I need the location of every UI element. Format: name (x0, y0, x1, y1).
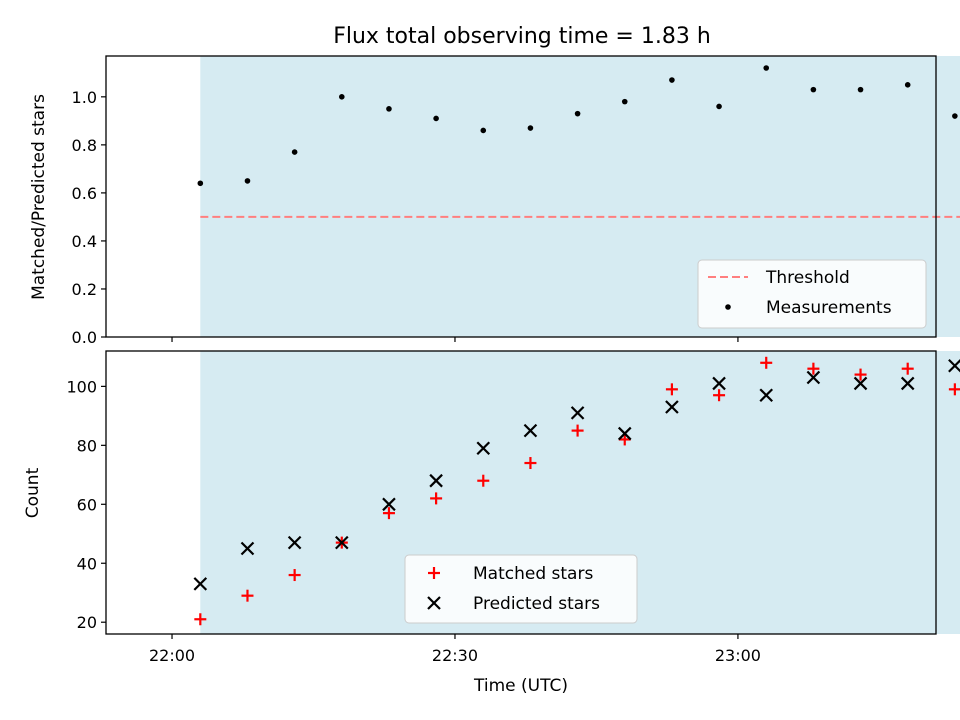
predicted-star-point (759, 388, 774, 402)
matched-star-point (241, 589, 254, 602)
top-x-ticks (171, 337, 739, 342)
bottom-x-tick-label: 22:30 (432, 646, 478, 665)
top-y-tick-label: 0.2 (72, 280, 97, 299)
top-y-tick-label: 0.0 (72, 328, 97, 347)
measurement-point (386, 106, 392, 112)
bottom-x-tick-label: 23:00 (715, 646, 761, 665)
measurement-point (338, 94, 345, 100)
measurement-point (621, 98, 628, 105)
top-y-tick-label: 0.6 (72, 184, 97, 203)
matched-star-point (382, 507, 395, 520)
matched-star-point (194, 613, 207, 626)
measurement-point (433, 115, 439, 122)
predicted-star-point (900, 376, 915, 391)
measurement-point (904, 82, 911, 88)
top-panel: 0.0 0.2 0.4 0.6 0.8 1.0 Matched/Predicted sta… (29, 55, 960, 347)
predicted-star-point (570, 406, 585, 420)
matched-star-point (901, 362, 914, 375)
top-y-tick-label: 0.8 (72, 136, 97, 155)
top-y-tick-label: 0.4 (72, 232, 97, 251)
matched-star-point (854, 368, 867, 381)
bottom-y-tick-label: 60 (77, 495, 97, 514)
measurement-point (763, 65, 770, 71)
matched-star-point (524, 457, 537, 470)
legend-measurements-swatch (725, 304, 731, 310)
predicted-star-point (287, 535, 302, 550)
predicted-star-point (712, 376, 726, 391)
measurement-point (291, 149, 298, 155)
matched-star-point (948, 383, 960, 396)
matched-star-point (288, 569, 301, 582)
top-y-tick-label: 1.0 (72, 88, 97, 107)
bottom-y-ticks: 20 40 60 80 100 (66, 377, 106, 632)
measurement-point (669, 77, 675, 83)
matched-star-point (571, 424, 584, 437)
matched-star-point (760, 356, 773, 369)
measurement-point (716, 103, 722, 110)
predicted-star-point (853, 376, 868, 391)
bottom-legend-box (404, 554, 638, 624)
x-axis-label: Time (UTC) (473, 676, 568, 696)
bottom-y-tick-label: 20 (77, 613, 97, 632)
measurement-point (480, 127, 487, 134)
predicted-star-point (382, 497, 396, 512)
legend-threshold-label: Threshold (765, 268, 850, 288)
matched-star-point (477, 474, 490, 487)
measurement-point (952, 113, 958, 119)
predicted-star-point (335, 535, 349, 550)
bottom-y-axis-label: Count (23, 467, 43, 518)
chart-title: Flux total observing time = 1.83 h (333, 24, 711, 49)
measurement-point (574, 110, 581, 117)
matched-star-point (713, 389, 726, 402)
matched-star-point (618, 433, 631, 446)
measurement-points (197, 65, 958, 187)
predicted-star-point (193, 577, 208, 591)
top-y-ticks: 0.0 0.2 0.4 0.6 0.8 1.0 (72, 88, 106, 347)
measurement-point (857, 86, 864, 93)
legend-matched-swatch (428, 567, 440, 579)
measurement-point (197, 180, 204, 187)
predicted-star-point (523, 423, 538, 438)
predicted-star-point (806, 370, 821, 385)
predicted-star-point (948, 358, 960, 373)
bottom-legend: Matched stars Predicted stars (404, 554, 638, 624)
predicted-star-point (617, 426, 632, 441)
matched-star-point (665, 383, 678, 396)
predicted-star-point (665, 400, 679, 414)
bottom-y-tick-label: 100 (66, 377, 97, 396)
bottom-y-tick-label: 40 (77, 554, 97, 573)
legend-measurements-label: Measurements (766, 298, 892, 318)
legend-predicted-swatch (427, 596, 441, 610)
top-axes-frame (105, 55, 937, 338)
measurement-point (527, 125, 534, 131)
legend-predicted-label: Predicted stars (473, 594, 600, 614)
bottom-axes-frame (105, 350, 937, 635)
count-points (193, 356, 960, 626)
legend-matched-label: Matched stars (473, 564, 593, 584)
matched-star-point (430, 492, 443, 505)
bottom-x-tick-label: 22:00 (149, 646, 195, 665)
bottom-y-tick-label: 80 (77, 436, 97, 455)
top-legend-box (697, 259, 927, 329)
measurement-point (244, 178, 251, 184)
measurement-point (810, 86, 817, 93)
predicted-star-point (476, 441, 491, 456)
matched-star-point (807, 362, 820, 375)
predicted-star-point (429, 473, 443, 488)
top-legend: Threshold Measurements (697, 259, 927, 329)
top-y-axis-label: Matched/Predicted stars (29, 94, 49, 300)
predicted-star-point (240, 541, 255, 556)
